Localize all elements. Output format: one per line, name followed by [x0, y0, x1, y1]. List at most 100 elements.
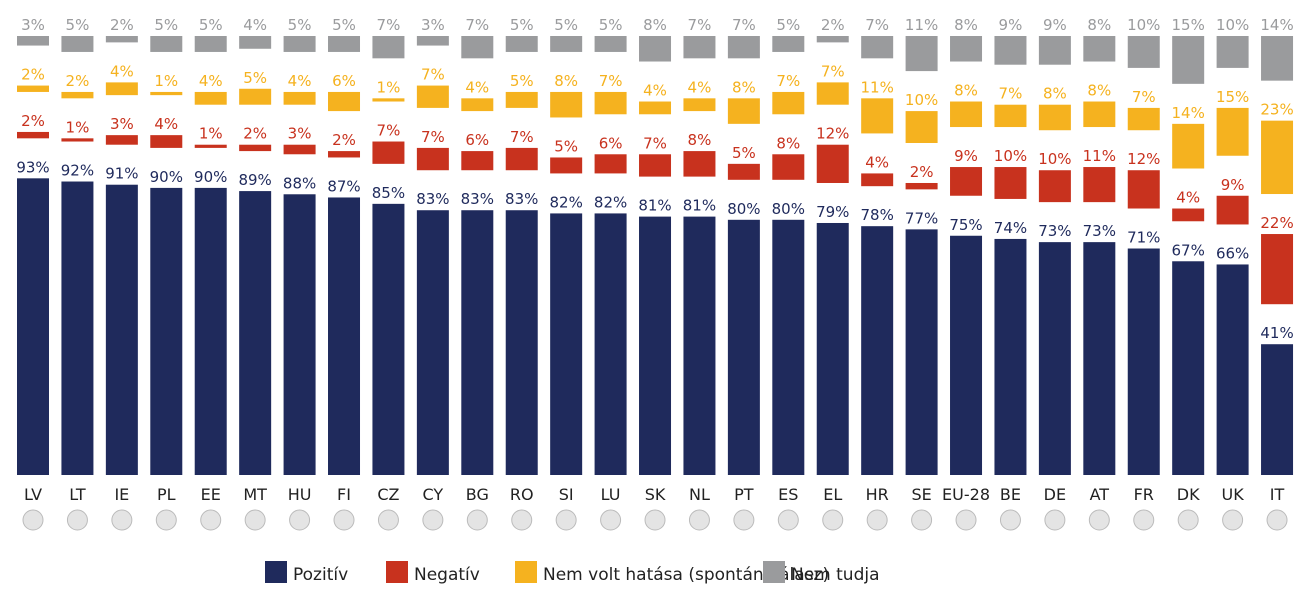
legend-swatch — [386, 561, 408, 583]
value-label: 12% — [816, 125, 849, 143]
bar-segment — [61, 36, 94, 52]
bar-segment — [283, 91, 316, 105]
value-label: 22% — [1260, 214, 1293, 232]
bar-segment — [1038, 242, 1071, 475]
x-tick-label: SI — [559, 485, 574, 504]
value-label: 7% — [732, 16, 756, 34]
bar-segment — [1216, 36, 1249, 68]
bar-segment — [1038, 104, 1071, 131]
value-label: 8% — [1043, 85, 1067, 103]
bar-segment — [194, 144, 227, 148]
bar-segment — [861, 173, 894, 187]
value-label: 79% — [816, 203, 849, 221]
bar-segment — [594, 154, 627, 174]
value-label: 9% — [1043, 16, 1067, 34]
x-tick-label: BG — [466, 485, 489, 504]
x-tick-label: CY — [423, 485, 444, 504]
flag — [155, 509, 177, 531]
value-label: 5% — [776, 16, 800, 34]
flag — [911, 509, 933, 531]
value-label: 2% — [243, 125, 267, 143]
bar-segment — [461, 98, 494, 112]
x-tick-label: CZ — [377, 485, 399, 504]
value-label: 83% — [416, 190, 449, 208]
x-tick-label: PT — [734, 485, 754, 504]
value-label: 4% — [1176, 189, 1200, 207]
value-label: 83% — [505, 190, 538, 208]
bar-segment — [550, 91, 583, 118]
value-label: 10% — [1038, 150, 1071, 168]
bar-segment — [950, 235, 983, 475]
value-label: 6% — [599, 134, 623, 152]
bar-segment — [150, 187, 183, 475]
flag — [1133, 509, 1155, 531]
x-tick-label: EU-28 — [942, 485, 990, 504]
bar-segment — [194, 91, 227, 105]
bar-segment — [727, 163, 760, 180]
bar-segment — [816, 222, 849, 475]
legend-label: Nem volt hatása (spontán válasz) — [543, 565, 829, 585]
bar-segment — [150, 36, 183, 52]
bar-segment — [905, 36, 938, 72]
x-tick-label: FI — [337, 485, 351, 504]
bar-segment — [239, 144, 272, 152]
value-label: 2% — [821, 16, 845, 34]
x-tick-label: BE — [1000, 485, 1021, 504]
flag — [555, 509, 577, 531]
value-label: 8% — [1087, 16, 1111, 34]
legend-label: Nem tudja — [791, 565, 880, 585]
flag — [66, 509, 88, 531]
bar-segment — [1127, 170, 1160, 209]
x-tick-label: DE — [1044, 485, 1066, 504]
bar-segment — [1038, 36, 1071, 65]
bar-segment — [283, 36, 316, 52]
value-label: 4% — [199, 72, 223, 90]
x-tick-label: ES — [778, 485, 798, 504]
bar-segment — [17, 178, 49, 475]
value-label: 75% — [949, 216, 982, 234]
value-label: 23% — [1260, 101, 1293, 119]
value-label: 10% — [1127, 16, 1160, 34]
value-label: 10% — [905, 91, 938, 109]
bar-segment — [505, 147, 538, 171]
flag — [955, 509, 977, 531]
value-label: 14% — [1260, 16, 1293, 34]
bar-segment — [283, 144, 316, 155]
bar-segment — [194, 187, 227, 475]
value-label: 5% — [243, 69, 267, 87]
bar-segment — [17, 85, 49, 92]
value-label: 7% — [776, 72, 800, 90]
bar-segment — [950, 101, 983, 128]
value-label: 8% — [732, 78, 756, 96]
bar-segment — [727, 36, 760, 59]
legend-swatch — [265, 561, 287, 583]
bar-segment — [816, 144, 849, 183]
value-label: 92% — [61, 162, 94, 180]
value-label: 4% — [243, 16, 267, 34]
bar-segment — [861, 226, 894, 475]
value-label: 6% — [332, 72, 356, 90]
value-label: 14% — [1172, 104, 1205, 122]
x-tick-label: UK — [1222, 485, 1245, 504]
bar-segment — [772, 219, 805, 475]
value-label: 81% — [638, 197, 671, 215]
bar-segment — [416, 210, 449, 476]
value-label: 5% — [66, 16, 90, 34]
bar-segment — [550, 213, 583, 476]
value-label: 10% — [1216, 16, 1249, 34]
bar-segment — [594, 36, 627, 52]
value-label: 7% — [599, 72, 623, 90]
value-label: 66% — [1216, 244, 1249, 262]
bar-segment — [1261, 120, 1294, 195]
value-label: 4% — [110, 62, 134, 80]
bar-segment — [505, 91, 538, 108]
bar-segment — [1038, 170, 1071, 203]
bar-segment — [372, 141, 405, 164]
value-label: 9% — [999, 16, 1023, 34]
legend-label: Negatív — [414, 565, 480, 585]
bar-segment — [239, 88, 272, 105]
bar-segment — [683, 216, 716, 476]
bar-segment — [239, 36, 272, 49]
value-label: 2% — [66, 72, 90, 90]
